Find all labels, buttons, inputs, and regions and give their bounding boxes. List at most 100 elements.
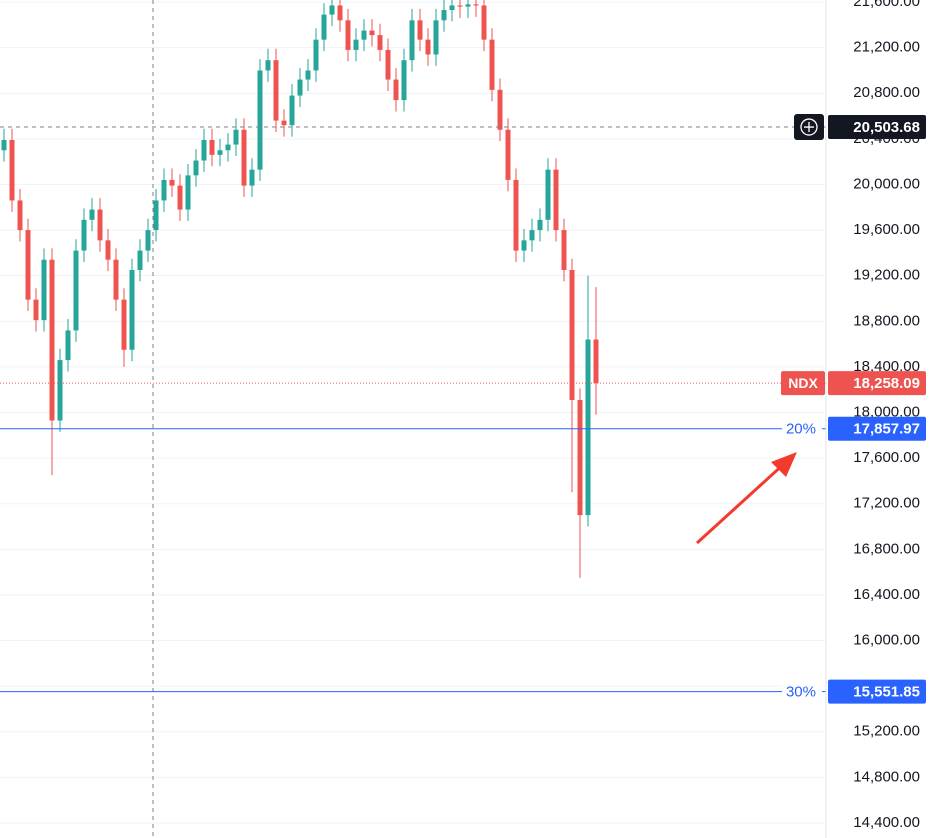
candle-body	[185, 175, 191, 210]
candle-body	[257, 70, 263, 170]
candle-body	[321, 14, 327, 40]
grid	[0, 1, 826, 824]
candle-body	[401, 60, 407, 101]
candle-body	[593, 339, 599, 384]
y-tick-label: 17,600.00	[853, 449, 920, 466]
candle-body	[73, 250, 79, 331]
candle-body	[529, 230, 535, 241]
candle-body	[265, 60, 271, 71]
candle-body	[41, 259, 47, 321]
level-label-bg	[782, 417, 822, 440]
candle-body	[233, 129, 239, 145]
price-label: 17,857.97	[853, 421, 920, 438]
y-tick-label: 19,200.00	[853, 267, 920, 284]
candle-body	[305, 70, 311, 80]
plus-icon	[804, 122, 814, 133]
candle-body	[489, 39, 495, 90]
candle-body	[89, 209, 95, 220]
candle-body	[25, 230, 31, 300]
candle-body	[521, 240, 527, 251]
candle-body	[113, 259, 119, 300]
candle-body	[433, 20, 439, 55]
candle-body	[425, 39, 431, 55]
candle-body	[65, 330, 71, 361]
candle-body	[497, 89, 503, 130]
y-tick-label: 18,000.00	[853, 403, 920, 420]
price-label-box	[828, 371, 926, 396]
candle-body	[289, 95, 295, 126]
candle-body	[81, 219, 87, 251]
candle-body	[577, 399, 583, 516]
candle-body	[361, 30, 367, 40]
y-tick-label: 16,000.00	[853, 631, 920, 648]
y-tick-label: 18,800.00	[853, 312, 920, 329]
candle-body	[105, 240, 111, 260]
price-label-box	[828, 679, 926, 704]
candle-body	[169, 179, 175, 186]
candle-body	[57, 360, 63, 421]
price-label: 18,258.09	[853, 375, 920, 392]
candle-body	[313, 39, 319, 71]
candle-body	[225, 144, 231, 151]
candle-body	[337, 5, 343, 21]
candle-body	[201, 140, 207, 161]
candle-body	[561, 230, 567, 270]
y-tick-label: 21,200.00	[853, 39, 920, 56]
candle-body	[217, 150, 223, 155]
y-tick-label: 19,600.00	[853, 221, 920, 238]
candle-body	[553, 169, 559, 231]
candle-body	[585, 339, 591, 516]
level-label: 20%	[786, 421, 816, 438]
candle-body	[209, 140, 215, 155]
candle-body	[121, 299, 127, 350]
candle-body	[449, 5, 455, 11]
candle-body	[17, 200, 23, 231]
candle-body	[49, 259, 55, 421]
candle-body	[377, 35, 383, 50]
candle-body	[417, 20, 423, 40]
candle-body	[161, 179, 167, 201]
price-label: 15,551.85	[853, 684, 920, 701]
candle-body	[1, 140, 7, 151]
y-tick-label: 16,800.00	[853, 540, 920, 557]
candle-body	[281, 120, 287, 126]
y-tick-label: 18,400.00	[853, 358, 920, 375]
candle-body	[513, 179, 519, 251]
price-lines	[0, 126, 826, 693]
plus-icon	[800, 118, 818, 136]
y-tick-label: 20,800.00	[853, 84, 920, 101]
candle-body	[249, 169, 255, 186]
price-axis: 14,400.0014,800.0015,200.0015,600.0016,0…	[781, 0, 926, 831]
annotation-arrow	[695, 452, 797, 545]
level-label: 30%	[786, 684, 816, 701]
candle-body	[97, 209, 103, 241]
y-tick-label: 20,000.00	[853, 175, 920, 192]
candle-body	[193, 160, 199, 176]
price-label: 20,503.68	[853, 119, 920, 136]
candles	[1, 0, 599, 578]
y-tick-label: 21,600.00	[853, 0, 920, 10]
candle-body	[353, 39, 359, 50]
candle-body	[473, 4, 479, 6]
candle-body	[537, 219, 543, 231]
candle-body	[33, 299, 39, 321]
candle-body	[297, 79, 303, 96]
y-tick-label: 14,800.00	[853, 768, 920, 785]
candle-body	[137, 250, 143, 270]
candle-body	[441, 10, 447, 21]
candle-body	[177, 185, 183, 210]
y-tick-label: 16,400.00	[853, 586, 920, 603]
y-tick-label: 17,200.00	[853, 495, 920, 512]
candle-body	[393, 79, 399, 101]
candle-body	[569, 269, 575, 400]
candle-body	[329, 5, 335, 15]
candle-body	[241, 129, 247, 186]
candle-body	[145, 230, 151, 251]
price-label-box	[828, 416, 926, 441]
symbol-box	[781, 371, 825, 396]
candle-body	[481, 5, 487, 40]
y-tick-label: 14,400.00	[853, 814, 920, 831]
candle-body	[409, 20, 415, 61]
candle-body	[369, 30, 375, 36]
candle-body	[153, 200, 159, 231]
